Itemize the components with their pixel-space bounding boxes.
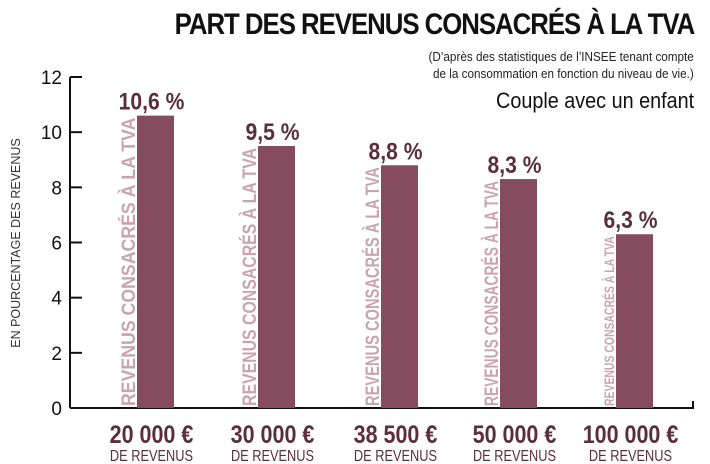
- y-tick-label: 8: [51, 178, 62, 199]
- y-tick-label: 4: [51, 289, 62, 310]
- subtitle-line: (D’après des statistiques de l’INSEE ten…: [428, 49, 694, 64]
- bar-inner-label: REVENUS CONSACRÉS À LA TVA: [239, 148, 261, 406]
- bar-value-label: 8,8 %: [369, 138, 423, 165]
- bar: [258, 145, 295, 409]
- bar: [500, 179, 537, 408]
- chart-title: PART DES REVENUS CONSACRÉS À LA TVA: [174, 8, 695, 41]
- bar: [381, 165, 418, 408]
- y-tick-label: 2: [51, 344, 62, 365]
- bar-inner-label: REVENUS CONSACRÉS À LA TVA: [362, 167, 384, 406]
- bar-value-label: 10,6 %: [119, 88, 185, 115]
- bar: [616, 234, 653, 408]
- y-tick-label: 12: [41, 68, 62, 89]
- y-axis-label: EN POURCENTAGE DES REVENUS: [9, 138, 23, 348]
- bar: [137, 115, 174, 408]
- x-tick-label: 20 000 €: [110, 420, 194, 448]
- x-tick-label: 100 000 €: [583, 420, 679, 448]
- chart-caption: Couple avec un enfant: [495, 88, 694, 113]
- axes: 0 2 4 6 8 10 12: [41, 68, 694, 420]
- bar-inner-label: REVENUS CONSACRÉS À LA TVA: [481, 181, 503, 406]
- x-tick-sublabel: DE REVENUS: [589, 448, 672, 464]
- chart-subtitle: (D’après des statistiques de l’INSEE ten…: [429, 48, 694, 82]
- x-tick-label: 50 000 €: [473, 420, 557, 448]
- x-tick-label: 38 500 €: [354, 420, 438, 448]
- x-tick-label: 30 000 €: [231, 420, 315, 448]
- x-tick-sublabel: DE REVENUS: [110, 448, 193, 464]
- bars: [137, 115, 653, 409]
- y-tick-label: 10: [41, 123, 62, 144]
- bar-value-label: 8,3 %: [488, 152, 542, 179]
- x-tick-sublabel: DE REVENUS: [473, 448, 556, 464]
- x-tick-sublabel: DE REVENUS: [231, 448, 314, 464]
- x-tick-sublabel: DE REVENUS: [354, 448, 437, 464]
- bar-inner-label: REVENUS CONSACRÉS À LA TVA: [601, 236, 617, 406]
- subtitle-line: de la consommation en fonction du niveau…: [433, 66, 694, 81]
- bar-value-label: 6,3 %: [604, 207, 658, 234]
- bar-inner-label: REVENUS CONSACRÉS À LA TVA: [118, 117, 140, 406]
- y-tick-label: 0: [51, 399, 62, 420]
- bar-value-label: 9,5 %: [246, 119, 300, 146]
- y-tick-label: 6: [51, 234, 62, 255]
